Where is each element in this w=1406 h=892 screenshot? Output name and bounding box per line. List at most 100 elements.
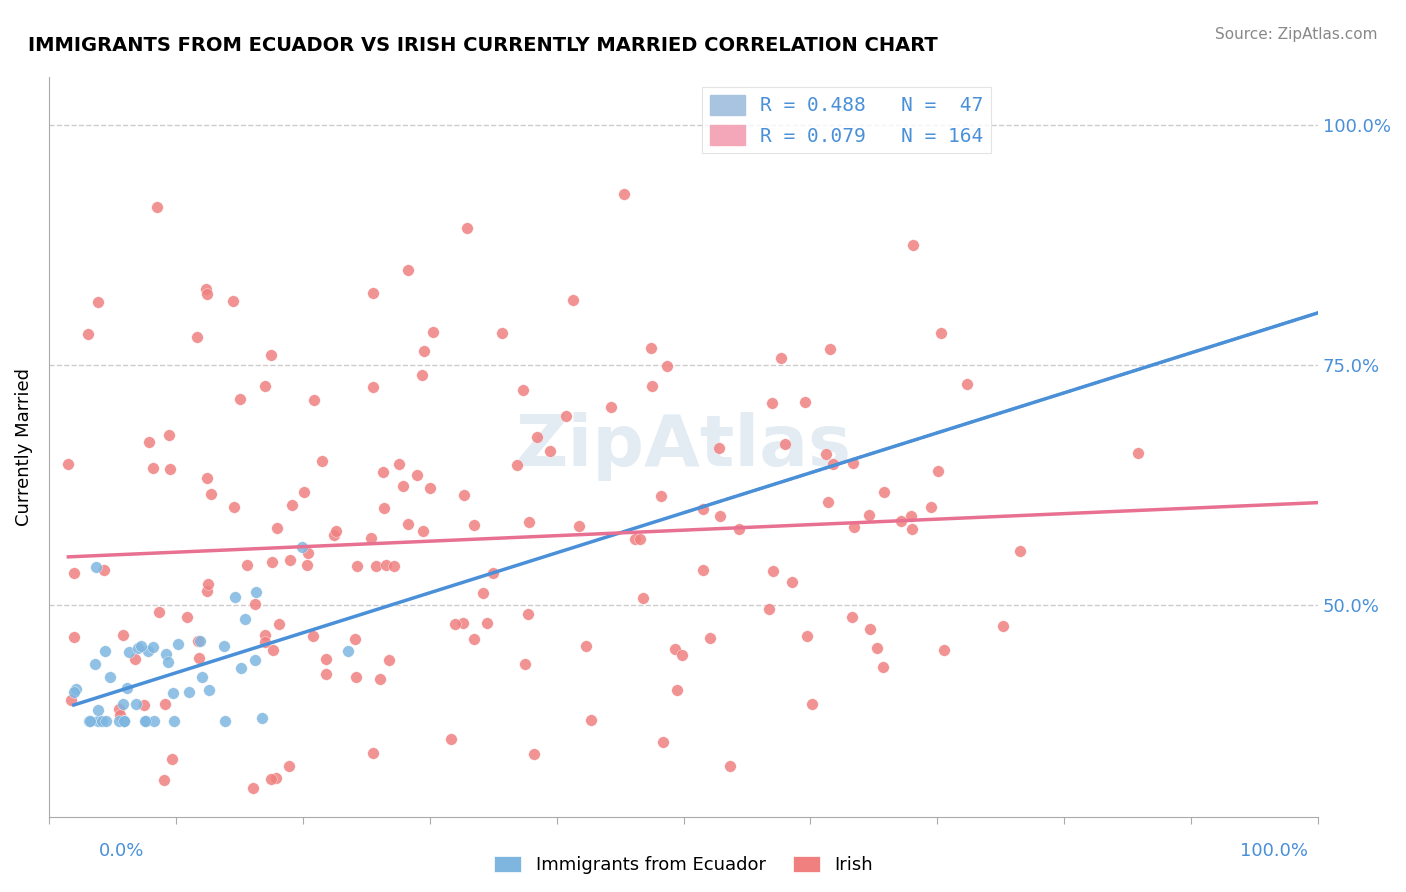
Point [96, 714, 118, 728]
Point [222, 294, 245, 309]
Point [475, 615, 498, 630]
Point [728, 522, 751, 536]
Point [709, 508, 731, 523]
Point [115, 681, 138, 696]
Point [538, 443, 561, 458]
Point [98, 669, 121, 683]
Point [194, 282, 217, 296]
Point [817, 495, 839, 509]
Point [195, 584, 218, 599]
Point [841, 610, 863, 624]
Point [388, 457, 411, 471]
Point [762, 564, 785, 578]
Point [254, 635, 277, 649]
Point [526, 430, 548, 444]
Point [292, 484, 315, 499]
Point [62, 684, 84, 698]
Point [281, 498, 304, 512]
Point [440, 731, 463, 746]
Point [155, 697, 177, 711]
Point [214, 714, 236, 728]
Point [142, 640, 165, 654]
Point [346, 558, 368, 573]
Point [311, 454, 333, 468]
Point [200, 487, 222, 501]
Point [780, 575, 803, 590]
Text: 100.0%: 100.0% [1240, 842, 1308, 860]
Point [872, 659, 894, 673]
Point [640, 341, 662, 355]
Point [463, 517, 485, 532]
Point [692, 502, 714, 516]
Point [842, 520, 865, 534]
Point [156, 655, 179, 669]
Point [114, 714, 136, 728]
Point [692, 563, 714, 577]
Point [302, 629, 325, 643]
Point [111, 628, 134, 642]
Point [259, 772, 281, 786]
Point [233, 612, 256, 626]
Point [132, 698, 155, 713]
Point [186, 330, 208, 344]
Point [190, 670, 212, 684]
Point [366, 559, 388, 574]
Point [146, 200, 169, 214]
Point [671, 648, 693, 663]
Point [873, 484, 896, 499]
Point [718, 758, 741, 772]
Point [650, 489, 672, 503]
Point [336, 644, 359, 658]
Point [600, 401, 623, 415]
Point [160, 752, 183, 766]
Point [187, 634, 209, 648]
Point [278, 553, 301, 567]
Point [411, 368, 433, 382]
Point [60, 693, 83, 707]
Point [491, 326, 513, 340]
Point [188, 634, 211, 648]
Point [197, 682, 219, 697]
Point [188, 650, 211, 665]
Point [129, 640, 152, 654]
Point [666, 682, 689, 697]
Point [575, 639, 598, 653]
Legend: R = 0.488   N =  47, R = 0.079   N = 164: R = 0.488 N = 47, R = 0.079 N = 164 [702, 87, 991, 153]
Point [568, 519, 591, 533]
Point [62, 566, 84, 580]
Point [231, 661, 253, 675]
Point [177, 685, 200, 699]
Point [315, 667, 337, 681]
Point [136, 644, 159, 658]
Point [138, 435, 160, 450]
Point [125, 697, 148, 711]
Point [664, 642, 686, 657]
Point [773, 436, 796, 450]
Point [236, 558, 259, 572]
Point [87, 703, 110, 717]
Point [842, 456, 865, 470]
Point [818, 342, 841, 356]
Point [269, 617, 291, 632]
Point [222, 500, 245, 514]
Point [84, 657, 107, 672]
Point [456, 220, 478, 235]
Point [443, 616, 465, 631]
Point [517, 516, 540, 530]
Point [758, 602, 780, 616]
Point [554, 409, 576, 424]
Point [325, 524, 347, 538]
Point [112, 697, 135, 711]
Point [252, 711, 274, 725]
Point [63, 631, 86, 645]
Point [481, 566, 503, 580]
Point [79, 714, 101, 728]
Point [815, 447, 838, 461]
Point [245, 585, 267, 599]
Point [796, 629, 818, 643]
Point [523, 747, 546, 761]
Point [135, 714, 157, 728]
Point [422, 325, 444, 339]
Point [295, 558, 318, 572]
Point [733, 866, 755, 880]
